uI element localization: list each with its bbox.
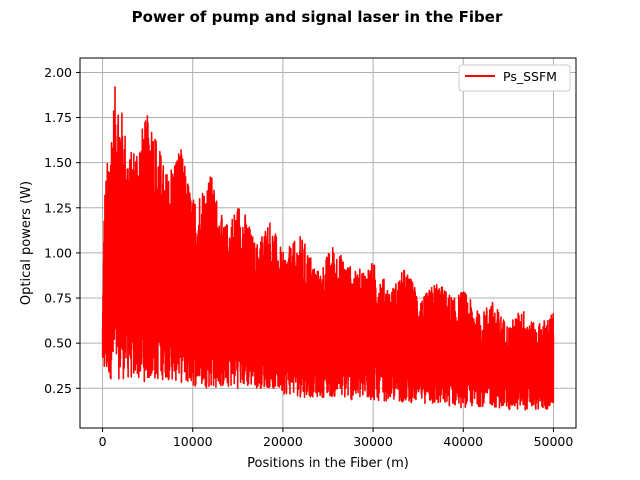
x-tick-label: 30000 [353,434,393,449]
y-tick-label: 0.75 [44,291,72,306]
y-axis-label: Optical powers (W) [19,181,34,305]
y-tick-label: 1.75 [44,110,72,125]
x-tick-label: 50000 [534,434,574,449]
x-axis-label: Positions in the Fiber (m) [247,456,409,471]
y-tick-label: 1.50 [44,155,72,170]
x-tick-label: 10000 [173,434,213,449]
chart-title: Power of pump and signal laser in the Fi… [132,8,503,26]
x-tick-label: 0 [99,434,107,449]
x-tick-label: 40000 [443,434,483,449]
y-tick-label: 0.25 [44,381,72,396]
plot-frame [79,57,577,429]
y-tick-label: 1.25 [44,200,72,215]
legend-box [458,64,571,92]
axis-ticks: 0 10000 20000 30000 40000 50000 0.25 0.50 0.75 1.… [44,65,573,449]
legend-label-ps-ssfm: Ps_SSFM [503,69,557,84]
y-tick-label: 1.00 [44,245,72,260]
plot-data [101,86,555,411]
y-tick-label: 0.50 [44,336,72,351]
series-line-ps-ssfm [101,86,555,411]
y-tick-label: 2.00 [44,65,72,80]
legend: Ps_SSFM [458,64,571,92]
x-tick-label: 20000 [263,434,303,449]
